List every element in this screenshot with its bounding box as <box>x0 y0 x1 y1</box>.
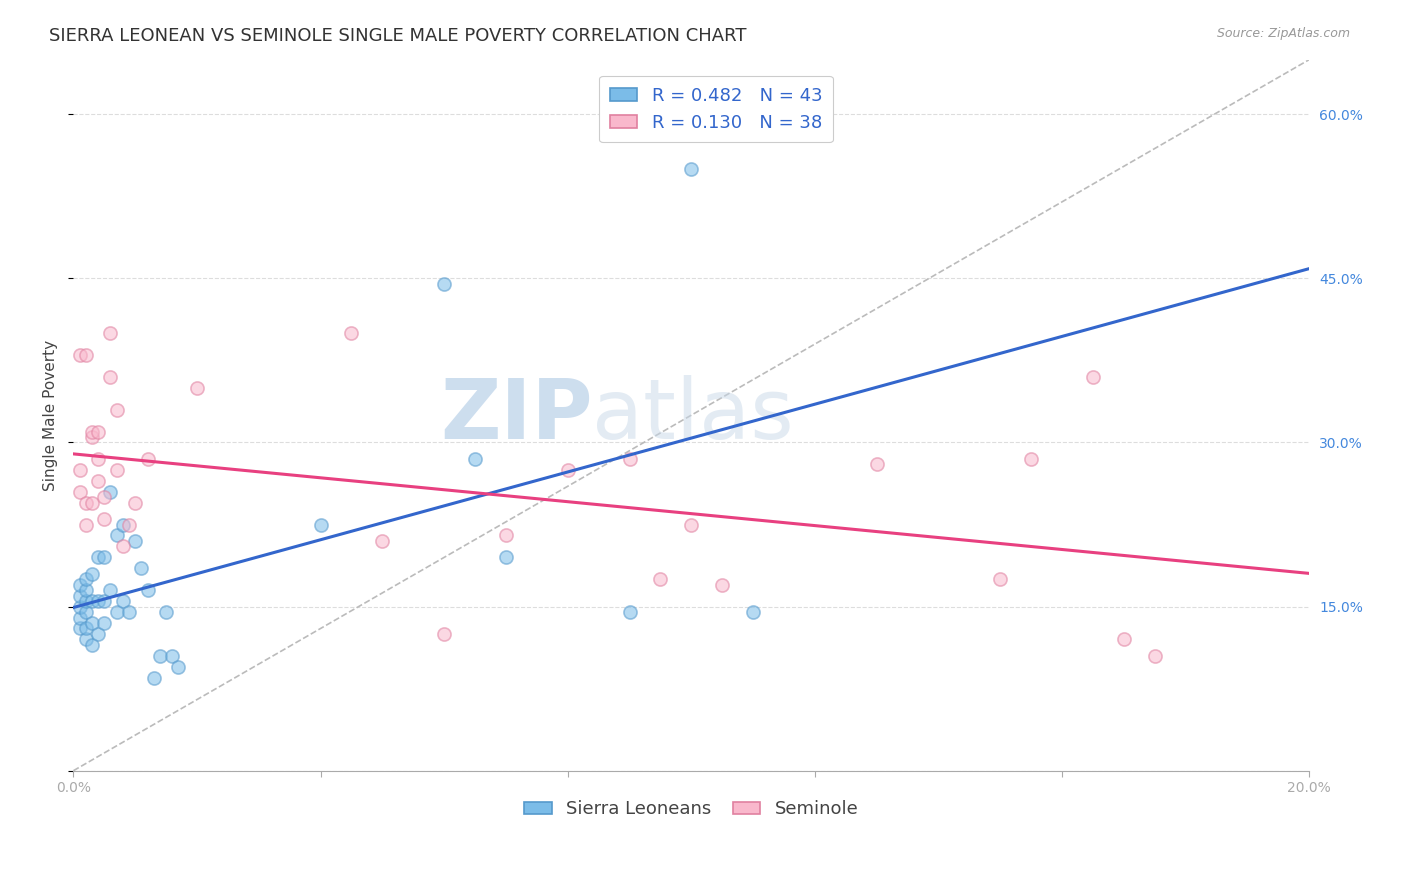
Point <box>69 622 91 636</box>
Point <box>69 589 91 603</box>
Point <box>433 277 456 291</box>
Point <box>1081 369 1104 384</box>
Point <box>371 533 394 548</box>
Point <box>75 594 97 608</box>
Point <box>136 451 159 466</box>
Point <box>80 566 103 581</box>
Point <box>149 648 172 663</box>
Point <box>87 550 110 565</box>
Point <box>619 451 641 466</box>
Point <box>69 610 91 624</box>
Point <box>100 369 122 384</box>
Point <box>186 381 208 395</box>
Point <box>131 561 153 575</box>
Point <box>80 594 103 608</box>
Point <box>69 578 91 592</box>
Point <box>69 348 91 362</box>
Point <box>75 348 97 362</box>
Point <box>87 451 110 466</box>
Point <box>87 627 110 641</box>
Point <box>988 572 1011 586</box>
Point <box>93 594 115 608</box>
Point <box>866 458 889 472</box>
Point <box>742 605 765 619</box>
Point <box>155 605 177 619</box>
Point <box>433 627 456 641</box>
Point <box>93 512 115 526</box>
Point <box>75 496 97 510</box>
Point <box>69 463 91 477</box>
Point <box>93 615 115 630</box>
Point <box>75 517 97 532</box>
Point <box>100 326 122 340</box>
Point <box>681 517 703 532</box>
Point <box>100 583 122 598</box>
Point <box>1143 648 1166 663</box>
Point <box>124 533 146 548</box>
Point <box>87 474 110 488</box>
Point <box>105 605 128 619</box>
Point <box>340 326 363 340</box>
Legend: Sierra Leoneans, Seminole: Sierra Leoneans, Seminole <box>517 793 866 826</box>
Point <box>557 463 579 477</box>
Y-axis label: Single Male Poverty: Single Male Poverty <box>44 340 58 491</box>
Point <box>75 622 97 636</box>
Point <box>495 528 517 542</box>
Point <box>111 540 134 554</box>
Text: Source: ZipAtlas.com: Source: ZipAtlas.com <box>1216 27 1350 40</box>
Point <box>75 632 97 647</box>
Point <box>118 517 141 532</box>
Point <box>69 599 91 614</box>
Point <box>80 430 103 444</box>
Text: ZIP: ZIP <box>440 375 592 456</box>
Point <box>80 638 103 652</box>
Point <box>80 496 103 510</box>
Point <box>75 583 97 598</box>
Point <box>111 517 134 532</box>
Text: SIERRA LEONEAN VS SEMINOLE SINGLE MALE POVERTY CORRELATION CHART: SIERRA LEONEAN VS SEMINOLE SINGLE MALE P… <box>49 27 747 45</box>
Point <box>69 484 91 499</box>
Point <box>124 496 146 510</box>
Point <box>495 550 517 565</box>
Point <box>711 578 734 592</box>
Point <box>93 490 115 504</box>
Text: atlas: atlas <box>592 375 794 456</box>
Point <box>1112 632 1135 647</box>
Point <box>650 572 672 586</box>
Point <box>75 572 97 586</box>
Point <box>309 517 332 532</box>
Point <box>619 605 641 619</box>
Point <box>105 463 128 477</box>
Point <box>464 451 486 466</box>
Point <box>681 161 703 176</box>
Point <box>105 402 128 417</box>
Point <box>118 605 141 619</box>
Point <box>1019 451 1042 466</box>
Point <box>93 550 115 565</box>
Point <box>80 425 103 439</box>
Point <box>105 528 128 542</box>
Point <box>80 615 103 630</box>
Point <box>100 484 122 499</box>
Point <box>142 671 165 685</box>
Point <box>136 583 159 598</box>
Point <box>87 594 110 608</box>
Point <box>162 648 184 663</box>
Point <box>111 594 134 608</box>
Point <box>75 605 97 619</box>
Point <box>87 425 110 439</box>
Point <box>167 659 190 673</box>
